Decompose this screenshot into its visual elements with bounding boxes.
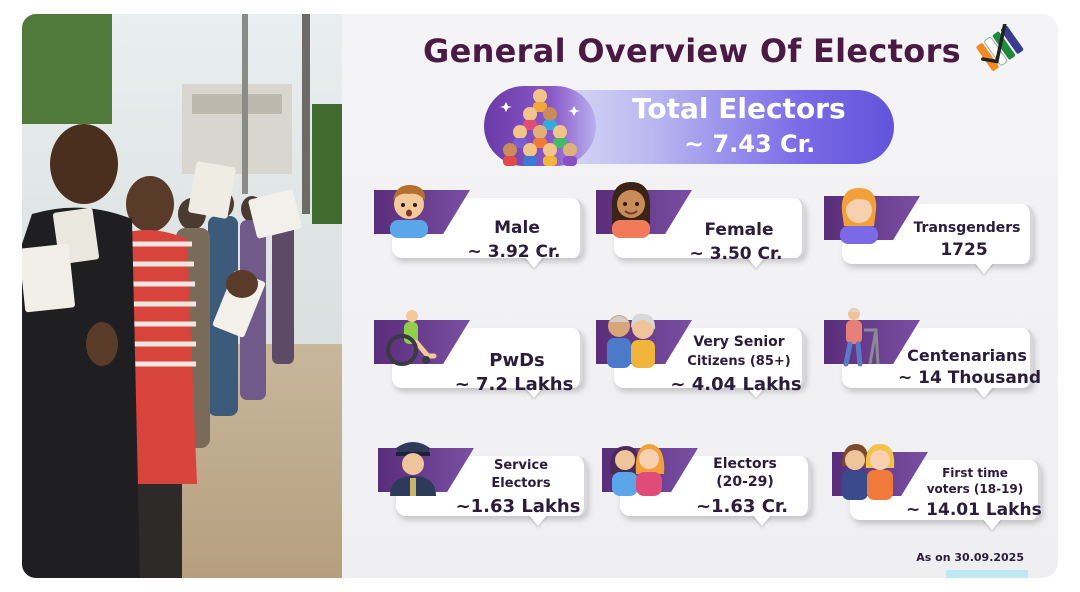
centenarians-value: ~ 14 Thousand [898, 368, 1042, 388]
wheelchair-icon [386, 310, 437, 366]
voters-queue-image [22, 14, 342, 578]
voters-photo [22, 14, 342, 578]
very-senior-label: Very Senior [693, 334, 785, 350]
crowd-pyramid-icon [500, 89, 580, 166]
transgenders-value: 1725 [940, 240, 988, 260]
service-value: ~1.63 Lakhs [455, 496, 581, 517]
transgender-person-icon [840, 188, 878, 244]
electors-20-29-value: ~1.63 Cr. [695, 496, 789, 517]
soldier-icon [390, 442, 436, 496]
electors-20-29-label: Electors [713, 456, 777, 472]
card-pwds: PwDs ~ 7.2 Lakhs [374, 306, 584, 398]
accent-bar [946, 570, 1028, 578]
card-service-electors: Service Electors ~1.63 Lakhs [378, 434, 588, 526]
electors-infographic: General Overview Of Electors [342, 14, 1058, 578]
total-electors-value: ~ 7.43 Cr. [684, 130, 816, 158]
eci-logo-icon [976, 24, 1024, 71]
card-transgenders: Transgenders 1725 [824, 182, 1034, 274]
electors-20-29-label-2: (20-29) [716, 474, 774, 490]
total-electors: Total Electors ~ 7.43 Cr. [484, 86, 894, 166]
pwds-label: PwDs [489, 350, 545, 371]
as-of-date: As on 30.09.2025 [916, 551, 1024, 564]
young-women-icon [609, 444, 665, 496]
male-person-icon [390, 184, 428, 238]
card-electors-20-29: Electors (20-29) ~1.63 Cr. [602, 434, 812, 526]
first-time-voters-icon [842, 444, 895, 500]
very-senior-value: ~ 4.04 Lakhs [670, 374, 802, 395]
card-male: Male ~ 3.92 Cr. [374, 176, 584, 268]
total-electors-label: Total Electors [632, 92, 846, 125]
male-value: ~ 3.92 Cr. [467, 242, 561, 262]
pwds-value: ~ 7.2 Lakhs [454, 374, 574, 395]
elderly-couple-icon [607, 313, 656, 368]
service-label-2: Electors [491, 476, 551, 491]
card-very-senior-citizens: Very Senior Citizens (85+) ~ 4.04 Lakhs [596, 306, 806, 398]
first-time-label: First time [942, 466, 1008, 480]
service-label: Service [493, 458, 549, 473]
female-person-icon [611, 182, 651, 238]
card-centenarians: Centenarians ~ 14 Thousand [824, 306, 1042, 398]
centenarians-label: Centenarians [907, 346, 1027, 365]
first-time-value: ~ 14.01 Lakhs [906, 500, 1042, 520]
first-time-label-2: voters (18-19) [926, 482, 1024, 496]
card-first-time-voters: First time voters (18-19) ~ 14.01 Lakhs [832, 438, 1042, 530]
elderly-walker-icon [843, 308, 880, 367]
male-label: Male [494, 218, 540, 238]
transgenders-label: Transgenders [913, 220, 1021, 236]
card-female: Female ~ 3.50 Cr. [596, 176, 806, 268]
very-senior-label-2: Citizens (85+) [687, 354, 791, 369]
female-value: ~ 3.50 Cr. [689, 244, 783, 264]
female-label: Female [704, 220, 774, 240]
page-title: General Overview Of Electors [423, 32, 961, 70]
